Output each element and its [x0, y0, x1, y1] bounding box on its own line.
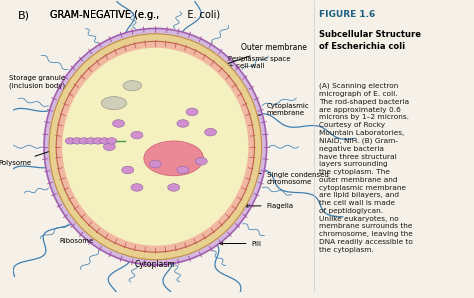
- Text: Polysome: Polysome: [0, 142, 76, 166]
- Text: Flagella: Flagella: [245, 203, 294, 209]
- Text: GRAM-NEGATIVE (e.g.,: GRAM-NEGATIVE (e.g.,: [50, 10, 162, 20]
- Text: Cytoplasm: Cytoplasm: [135, 260, 176, 269]
- Circle shape: [100, 138, 110, 144]
- Circle shape: [122, 166, 134, 174]
- Text: B): B): [18, 10, 29, 20]
- Ellipse shape: [101, 97, 127, 110]
- Circle shape: [177, 166, 189, 174]
- Circle shape: [72, 138, 82, 144]
- Circle shape: [131, 184, 143, 191]
- Text: Subcellular Structure
of Escherichia coli: Subcellular Structure of Escherichia col…: [319, 30, 420, 51]
- Circle shape: [195, 157, 207, 165]
- Text: FIGURE 1.6: FIGURE 1.6: [319, 10, 375, 19]
- Text: Ribosome: Ribosome: [59, 223, 127, 244]
- Circle shape: [168, 184, 180, 191]
- Ellipse shape: [56, 41, 255, 252]
- Circle shape: [103, 143, 115, 150]
- Text: Pili: Pili: [220, 240, 262, 246]
- Text: Periplasmic space
+ cell wall: Periplasmic space + cell wall: [210, 56, 291, 83]
- Text: (A) Scanning electron
micrograph of E. coli.
The rod-shaped bacteria
are approxi: (A) Scanning electron micrograph of E. c…: [319, 83, 412, 252]
- Text: Single condensed
chromosome: Single condensed chromosome: [194, 162, 328, 185]
- Ellipse shape: [144, 141, 204, 176]
- Text: GRAM-NEGATIVE (e.g.,         E. coli): GRAM-NEGATIVE (e.g., E. coli): [50, 10, 219, 20]
- Circle shape: [204, 128, 217, 136]
- Ellipse shape: [123, 80, 142, 91]
- Circle shape: [149, 160, 161, 168]
- Text: Outer membrane: Outer membrane: [215, 43, 307, 69]
- Circle shape: [65, 138, 75, 144]
- Circle shape: [86, 138, 96, 144]
- Text: Storage granule
(inclusion body): Storage granule (inclusion body): [9, 75, 113, 89]
- Ellipse shape: [44, 28, 266, 265]
- Circle shape: [107, 138, 117, 144]
- Circle shape: [131, 131, 143, 139]
- Circle shape: [177, 120, 189, 127]
- Circle shape: [93, 138, 103, 144]
- Circle shape: [79, 138, 89, 144]
- Circle shape: [186, 108, 198, 116]
- Circle shape: [112, 120, 125, 127]
- Text: Cytoplasmic
membrane: Cytoplasmic membrane: [240, 103, 310, 120]
- Ellipse shape: [49, 34, 262, 260]
- Ellipse shape: [62, 48, 248, 246]
